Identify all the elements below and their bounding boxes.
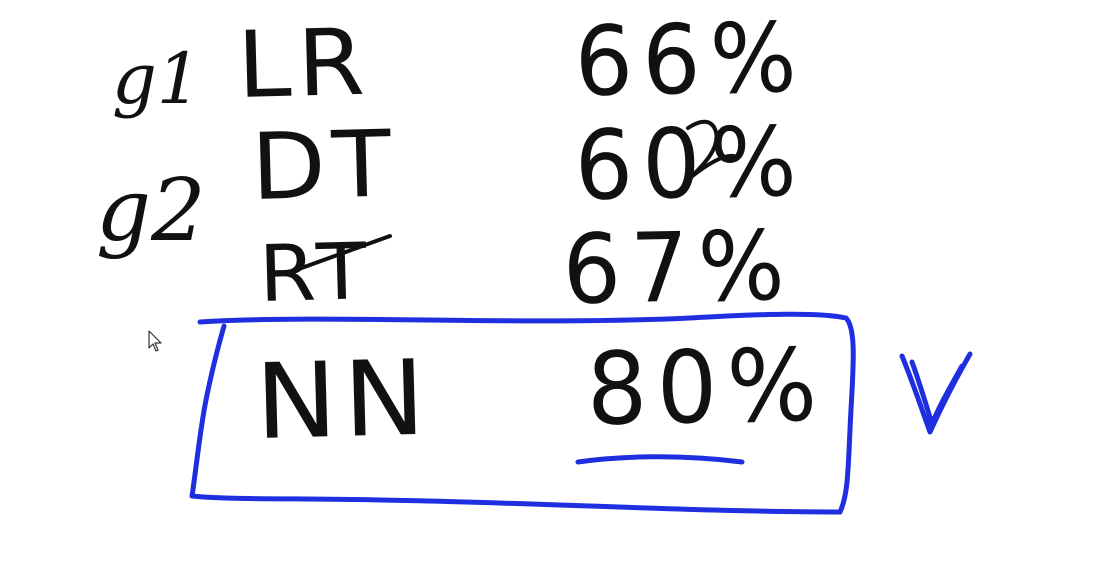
highlight-box	[189, 311, 856, 515]
row-label-g1: g1	[112, 38, 202, 120]
rt-strike-line	[294, 234, 392, 272]
dt-score-correction-scribble	[686, 119, 740, 180]
mouse-cursor-icon	[148, 330, 162, 352]
checkmark-icon	[899, 351, 973, 435]
row-label-g2: g2	[96, 161, 206, 261]
score-underline	[575, 454, 745, 465]
